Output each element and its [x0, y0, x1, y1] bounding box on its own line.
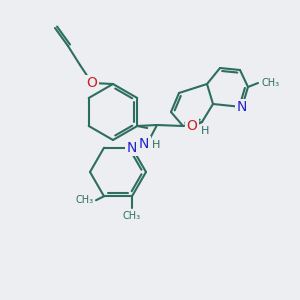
Text: CH₃: CH₃ [76, 195, 94, 205]
Text: H: H [201, 126, 209, 136]
Text: N: N [127, 141, 137, 155]
Text: O: O [187, 119, 197, 133]
Text: O: O [87, 76, 98, 90]
Text: CH₃: CH₃ [262, 78, 280, 88]
Text: N: N [139, 137, 149, 151]
Text: CH₃: CH₃ [123, 211, 141, 221]
Text: N: N [237, 100, 247, 114]
Text: H: H [152, 140, 160, 150]
